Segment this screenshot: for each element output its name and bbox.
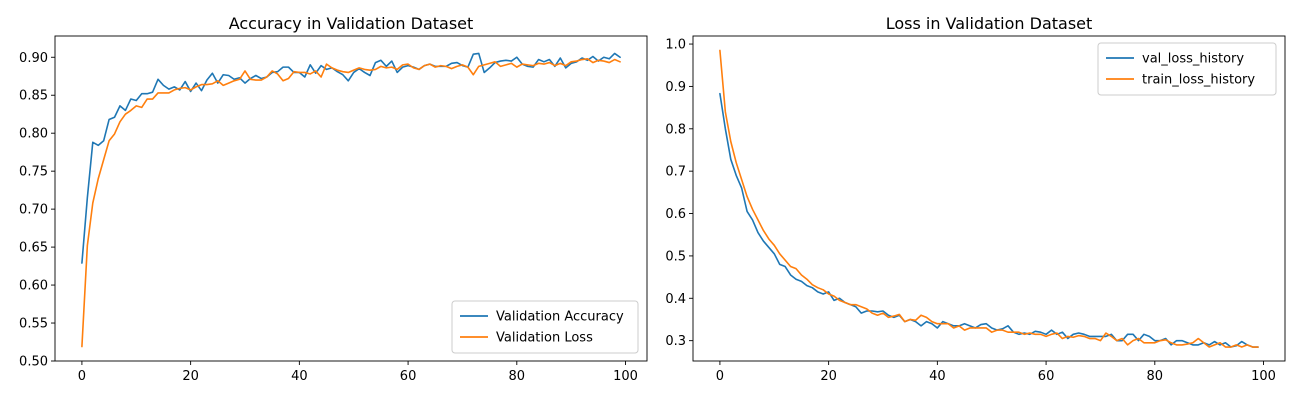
accuracy-chart-x-tick-label: 100 bbox=[613, 369, 638, 384]
loss-chart-y-tick-label: 0.6 bbox=[665, 207, 686, 222]
loss-chart-lines bbox=[719, 49, 1259, 348]
loss-chart-x-tick-label: 0 bbox=[716, 369, 724, 384]
accuracy-chart-legend-label: Validation Loss bbox=[496, 331, 593, 346]
loss-chart-x-tick-label: 80 bbox=[1147, 369, 1164, 384]
loss-chart-x-tick-label: 60 bbox=[1038, 369, 1055, 384]
loss-chart-y-tick-label: 0.7 bbox=[665, 165, 686, 180]
loss-chart-y-tick-label: 0.5 bbox=[665, 249, 686, 264]
loss-chart-y-tick-label: 0.8 bbox=[665, 122, 686, 137]
loss-chart-x-tick-label: 100 bbox=[1251, 369, 1276, 384]
accuracy-chart-title: Accuracy in Validation Dataset bbox=[229, 14, 474, 33]
accuracy-chart: Accuracy in Validation Dataset 0 20 40 60 80… bbox=[19, 14, 648, 384]
accuracy-chart-y-tick-label: 0.55 bbox=[19, 317, 48, 332]
accuracy-chart-x-tick-label: 60 bbox=[400, 369, 417, 384]
accuracy-chart-x-tick-label: 20 bbox=[182, 369, 199, 384]
loss-chart-series-1-line bbox=[719, 92, 1259, 348]
accuracy-chart-y-tick-label: 0.90 bbox=[19, 51, 48, 66]
accuracy-chart-x-axis: 0 20 40 60 80 100 bbox=[78, 361, 638, 384]
accuracy-chart-y-tick-label: 0.70 bbox=[19, 203, 48, 218]
accuracy-chart-y-tick-label: 0.50 bbox=[19, 355, 48, 370]
loss-chart-x-axis: 0 20 40 60 80 100 bbox=[716, 361, 1276, 384]
accuracy-chart-x-tick-label: 80 bbox=[509, 369, 526, 384]
loss-chart-y-tick-label: 0.9 bbox=[665, 80, 686, 95]
loss-chart-legend: val_loss_history train_loss_history bbox=[1097, 42, 1277, 96]
accuracy-chart-lines bbox=[81, 52, 621, 348]
loss-chart-y-axis: 0.3 0.4 0.5 0.6 0.7 0.8 0.9 1.0 bbox=[665, 38, 693, 349]
accuracy-chart-series-2-line bbox=[81, 57, 621, 348]
loss-chart-title: Loss in Validation Dataset bbox=[886, 14, 1093, 33]
accuracy-chart-y-tick-label: 0.85 bbox=[19, 89, 48, 104]
loss-chart-legend-label: val_loss_history bbox=[1142, 52, 1244, 67]
accuracy-chart-legend: Validation Accuracy Validation Loss bbox=[451, 300, 639, 354]
accuracy-chart-series-1-line bbox=[81, 52, 621, 264]
accuracy-chart-x-tick-label: 40 bbox=[291, 369, 308, 384]
loss-chart-x-tick-label: 40 bbox=[929, 369, 946, 384]
accuracy-chart-y-axis: 0.50 0.55 0.60 0.65 0.70 0.75 0.80 0.85 0.90 bbox=[19, 51, 55, 370]
accuracy-chart-y-tick-label: 0.60 bbox=[19, 279, 48, 294]
accuracy-chart-legend-box bbox=[451, 300, 639, 354]
loss-chart-frame bbox=[692, 35, 1286, 362]
loss-chart-y-tick-label: 0.4 bbox=[665, 292, 686, 307]
loss-chart-legend-box bbox=[1097, 42, 1277, 96]
accuracy-chart-frame bbox=[54, 35, 648, 362]
loss-chart-legend-label: train_loss_history bbox=[1142, 73, 1255, 88]
loss-chart-series-2-line bbox=[719, 49, 1259, 348]
loss-chart-y-tick-label: 1.0 bbox=[665, 38, 686, 53]
accuracy-chart-y-tick-label: 0.75 bbox=[19, 165, 48, 180]
accuracy-chart-y-tick-label: 0.65 bbox=[19, 241, 48, 256]
loss-chart: Loss in Validation Dataset 0 20 40 60 80 100 … bbox=[665, 14, 1286, 384]
accuracy-chart-legend-label: Validation Accuracy bbox=[496, 310, 624, 325]
loss-chart-y-tick-label: 0.3 bbox=[665, 334, 686, 349]
loss-chart-x-tick-label: 20 bbox=[820, 369, 837, 384]
accuracy-chart-y-tick-label: 0.80 bbox=[19, 127, 48, 142]
accuracy-chart-x-tick-label: 0 bbox=[78, 369, 86, 384]
